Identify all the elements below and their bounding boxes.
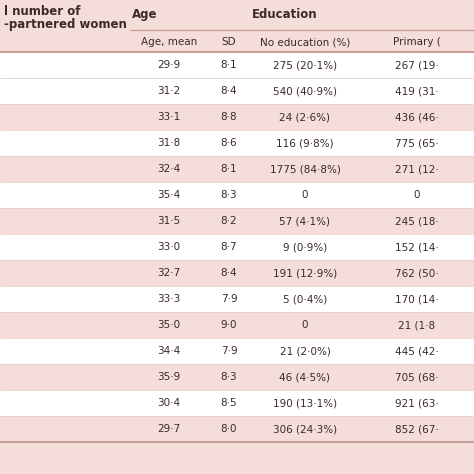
Text: 7·9: 7·9 <box>221 294 237 304</box>
Text: Age, mean: Age, mean <box>141 37 197 47</box>
Text: 30·4: 30·4 <box>157 398 181 408</box>
Text: 31·5: 31·5 <box>157 216 181 226</box>
Text: 5 (0·4%): 5 (0·4%) <box>283 294 327 304</box>
Text: 33·3: 33·3 <box>157 294 181 304</box>
Text: 46 (4·5%): 46 (4·5%) <box>280 372 330 382</box>
Bar <box>0 182 474 208</box>
Text: 445 (42·: 445 (42· <box>395 346 439 356</box>
Bar <box>0 260 474 286</box>
Text: 31·8: 31·8 <box>157 138 181 148</box>
Text: 8·4: 8·4 <box>221 268 237 278</box>
Text: 8·4: 8·4 <box>221 86 237 96</box>
Bar <box>0 208 474 234</box>
Text: 762 (50·: 762 (50· <box>395 268 439 278</box>
Text: 540 (40·9%): 540 (40·9%) <box>273 86 337 96</box>
Text: 275 (20·1%): 275 (20·1%) <box>273 60 337 70</box>
Bar <box>0 416 474 442</box>
Text: Age: Age <box>132 8 157 21</box>
Text: 775 (65·: 775 (65· <box>395 138 439 148</box>
Text: 170 (14·: 170 (14· <box>395 294 439 304</box>
Text: 8·1: 8·1 <box>221 164 237 174</box>
Text: 21 (1·8: 21 (1·8 <box>399 320 436 330</box>
Text: 33·0: 33·0 <box>157 242 181 252</box>
Bar <box>0 0 474 52</box>
Text: 8·2: 8·2 <box>221 216 237 226</box>
Text: 267 (19·: 267 (19· <box>395 60 439 70</box>
Text: 116 (9·8%): 116 (9·8%) <box>276 138 334 148</box>
Text: 35·4: 35·4 <box>157 190 181 200</box>
Bar <box>0 104 474 130</box>
Text: 0: 0 <box>414 190 420 200</box>
Text: 190 (13·1%): 190 (13·1%) <box>273 398 337 408</box>
Text: -partnered women: -partnered women <box>4 18 127 31</box>
Text: 9 (0·9%): 9 (0·9%) <box>283 242 327 252</box>
Text: 152 (14·: 152 (14· <box>395 242 439 252</box>
Text: 35·9: 35·9 <box>157 372 181 382</box>
Text: 1775 (84·8%): 1775 (84·8%) <box>270 164 340 174</box>
Text: 852 (67·: 852 (67· <box>395 424 439 434</box>
Text: 419 (31·: 419 (31· <box>395 86 439 96</box>
Text: 8·0: 8·0 <box>221 424 237 434</box>
Text: 21 (2·0%): 21 (2·0%) <box>280 346 330 356</box>
Bar <box>0 52 474 78</box>
Bar <box>0 156 474 182</box>
Text: No education (%): No education (%) <box>260 37 350 47</box>
Text: l number of: l number of <box>4 5 81 18</box>
Text: 0: 0 <box>302 320 308 330</box>
Bar <box>0 312 474 338</box>
Text: 8·7: 8·7 <box>221 242 237 252</box>
Text: 8·3: 8·3 <box>221 190 237 200</box>
Bar <box>0 390 474 416</box>
Bar <box>0 234 474 260</box>
Text: 245 (18·: 245 (18· <box>395 216 439 226</box>
Text: 8·3: 8·3 <box>221 372 237 382</box>
Text: Primary (: Primary ( <box>393 37 441 47</box>
Text: 34·4: 34·4 <box>157 346 181 356</box>
Text: 57 (4·1%): 57 (4·1%) <box>280 216 330 226</box>
Bar <box>0 78 474 104</box>
Text: 8·5: 8·5 <box>221 398 237 408</box>
Text: Education: Education <box>252 8 318 21</box>
Text: 306 (24·3%): 306 (24·3%) <box>273 424 337 434</box>
Text: 8·1: 8·1 <box>221 60 237 70</box>
Text: 921 (63·: 921 (63· <box>395 398 439 408</box>
Bar <box>0 286 474 312</box>
Text: 8·6: 8·6 <box>221 138 237 148</box>
Text: 31·2: 31·2 <box>157 86 181 96</box>
Text: 271 (12·: 271 (12· <box>395 164 439 174</box>
Bar <box>0 338 474 364</box>
Text: 8·8: 8·8 <box>221 112 237 122</box>
Bar <box>0 32 474 52</box>
Text: 9·0: 9·0 <box>221 320 237 330</box>
Text: 0: 0 <box>302 190 308 200</box>
Text: 24 (2·6%): 24 (2·6%) <box>280 112 330 122</box>
Text: 29·7: 29·7 <box>157 424 181 434</box>
Text: 705 (68·: 705 (68· <box>395 372 439 382</box>
Bar <box>0 364 474 390</box>
Text: SD: SD <box>222 37 237 47</box>
Text: 32·4: 32·4 <box>157 164 181 174</box>
Text: 191 (12·9%): 191 (12·9%) <box>273 268 337 278</box>
Text: 436 (46·: 436 (46· <box>395 112 439 122</box>
Text: 7·9: 7·9 <box>221 346 237 356</box>
Bar <box>0 130 474 156</box>
Text: 33·1: 33·1 <box>157 112 181 122</box>
Text: 29·9: 29·9 <box>157 60 181 70</box>
Text: 32·7: 32·7 <box>157 268 181 278</box>
Text: 35·0: 35·0 <box>157 320 181 330</box>
